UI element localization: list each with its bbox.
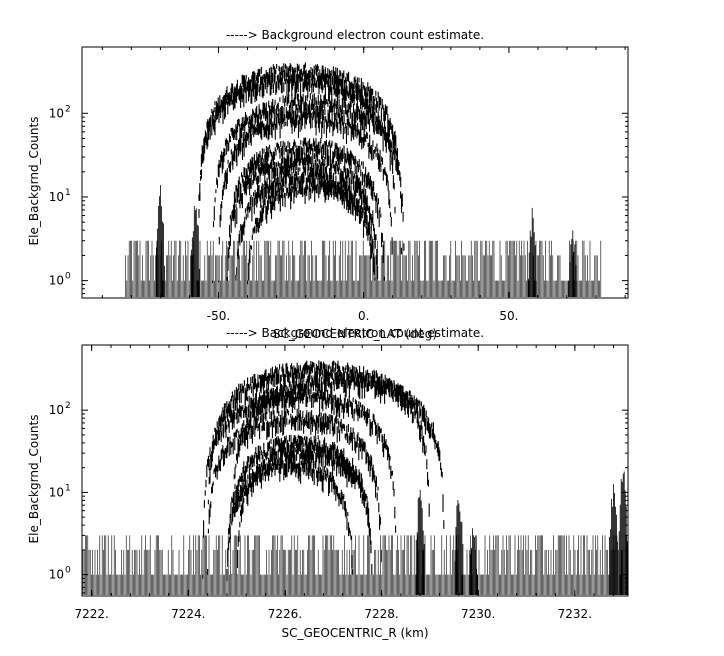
x-tick-label: 50. (499, 309, 518, 323)
plot-frame (81, 46, 629, 299)
arc-trace-6 (226, 454, 354, 581)
x-axis-label: SC_GEOCENTRIC_R (km) (282, 626, 429, 640)
spike-2 (527, 207, 537, 297)
spike-0 (415, 489, 425, 595)
chart-title: -----> Background electron count estimat… (226, 326, 484, 340)
x-axis-label: SC_GEOCENTRIC_LAT (deg) (273, 327, 437, 341)
x-tick-label: 7226. (268, 607, 302, 621)
arc-trace-5 (226, 151, 379, 281)
x-tick-label: -50. (207, 309, 230, 323)
chart-title: -----> Background electron count estimat… (226, 28, 484, 42)
arc-trace-3 (207, 408, 382, 575)
spike-3 (568, 230, 578, 297)
data-traces (125, 62, 602, 297)
lat-panel: -----> Background electron count estimat… (27, 28, 629, 341)
radius-panel: -----> Background electron count estimat… (27, 326, 629, 640)
y-tick-label: 10 (49, 106, 64, 120)
y-tick-label: 10 (49, 568, 64, 582)
x-tick-label: 7232. (558, 607, 592, 621)
x-tick-label: 7228. (364, 607, 398, 621)
y-tick-exponent: 2 (65, 104, 71, 114)
spike-0 (156, 185, 165, 297)
y-tick-label: 10 (49, 485, 64, 499)
spike-2 (469, 528, 478, 595)
y-tick-exponent: 0 (65, 566, 71, 576)
y-tick-label: 10 (49, 274, 64, 288)
y-tick-label: 10 (49, 403, 64, 417)
arc-trace-2 (202, 385, 397, 579)
x-tick-label: 7224. (171, 607, 205, 621)
noise-floor (82, 535, 627, 595)
spike-4 (618, 471, 628, 595)
x-tick-label: 7222. (74, 607, 108, 621)
x-tick-label: 0. (358, 309, 369, 323)
spike-1 (454, 500, 464, 595)
arc-trace-7 (246, 177, 376, 285)
spike-1 (190, 205, 200, 297)
noise-floor (125, 240, 602, 297)
y-tick-exponent: 2 (65, 401, 71, 411)
plot-frame (81, 344, 629, 597)
y-axis-label: Ele_Backgrnd_Counts (27, 415, 41, 544)
x-tick-label: 7230. (461, 607, 495, 621)
y-axis-label: Ele_Backgrnd_Counts (27, 117, 41, 246)
spike-3 (609, 484, 618, 595)
data-traces (82, 360, 628, 595)
arc-trace-3 (217, 107, 393, 283)
y-tick-exponent: 1 (65, 188, 71, 198)
y-tick-label: 10 (49, 190, 64, 204)
y-tick-exponent: 0 (65, 272, 71, 282)
y-tick-exponent: 1 (65, 483, 71, 493)
arc-trace-2 (212, 93, 405, 284)
